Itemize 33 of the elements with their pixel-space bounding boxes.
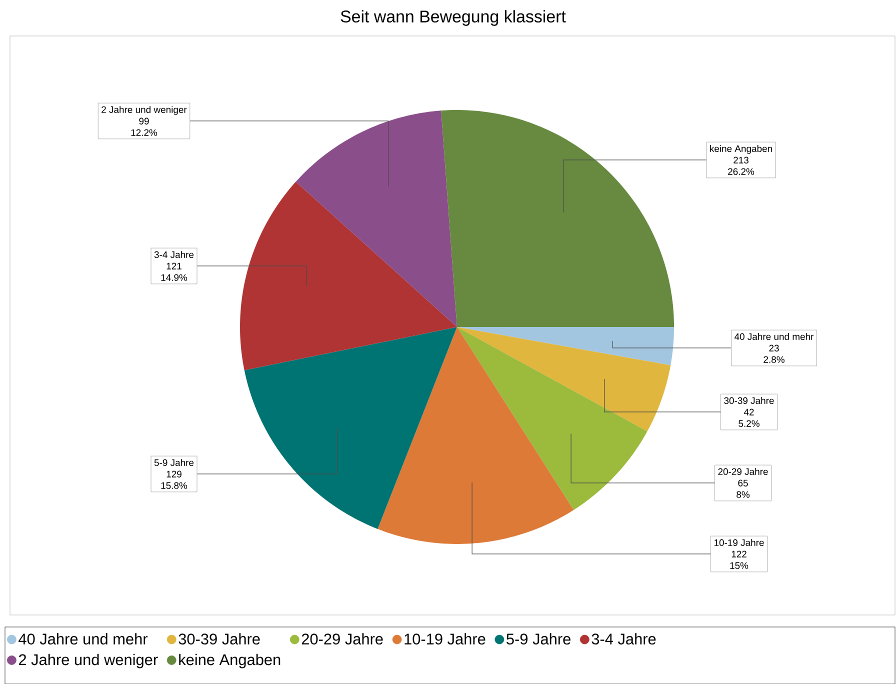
text: 14.9%: [161, 274, 188, 281]
text: 8%: [736, 491, 750, 498]
data-label: 65: [738, 480, 748, 486]
text: 12.2%: [131, 129, 158, 136]
slice-label: 20-29 Jahre: [718, 468, 768, 475]
slice-label: 5-9 Jahre: [154, 458, 194, 466]
slice-label: 40 Jahre und mehr: [734, 332, 814, 340]
data-label: 129: [166, 470, 182, 478]
text: 15.8%: [161, 482, 188, 489]
data-label: 121: [166, 262, 182, 270]
data-label: 99: [139, 118, 149, 124]
data-label: 23: [769, 344, 779, 352]
text: 15%: [730, 562, 748, 569]
slice-label: 2 Jahre und weniger: [102, 106, 187, 115]
legend-label: keine Angaben: [179, 654, 280, 668]
text: 5.2%: [738, 420, 760, 427]
legend-label: 10-19 Jahre: [404, 633, 486, 644]
legend-label: 5-9 Jahre: [506, 633, 570, 644]
slice-label: 30-39 Jahre: [724, 396, 774, 404]
legend-label: 2 Jahre und weniger: [18, 654, 158, 668]
data-label: 122: [732, 550, 746, 558]
slice-label: keine Angaben: [710, 144, 772, 154]
data-label: 213: [734, 156, 748, 164]
legend-label: 40 Jahre und mehr: [18, 633, 148, 644]
data-label: 42: [744, 408, 754, 416]
text: 26.2%: [728, 168, 754, 175]
chart-title: Seit wann Bewegung klassiert: [340, 10, 566, 26]
slice-label: 3-4 Jahre: [154, 250, 194, 258]
legend-label: 20-29 Jahre: [302, 633, 383, 644]
slice-label: 10-19 Jahre: [714, 538, 764, 546]
legend-label: 30-39 Jahre: [178, 633, 260, 644]
text: 2.8%: [764, 356, 784, 363]
legend-label: 3-4 Jahre: [592, 633, 656, 644]
